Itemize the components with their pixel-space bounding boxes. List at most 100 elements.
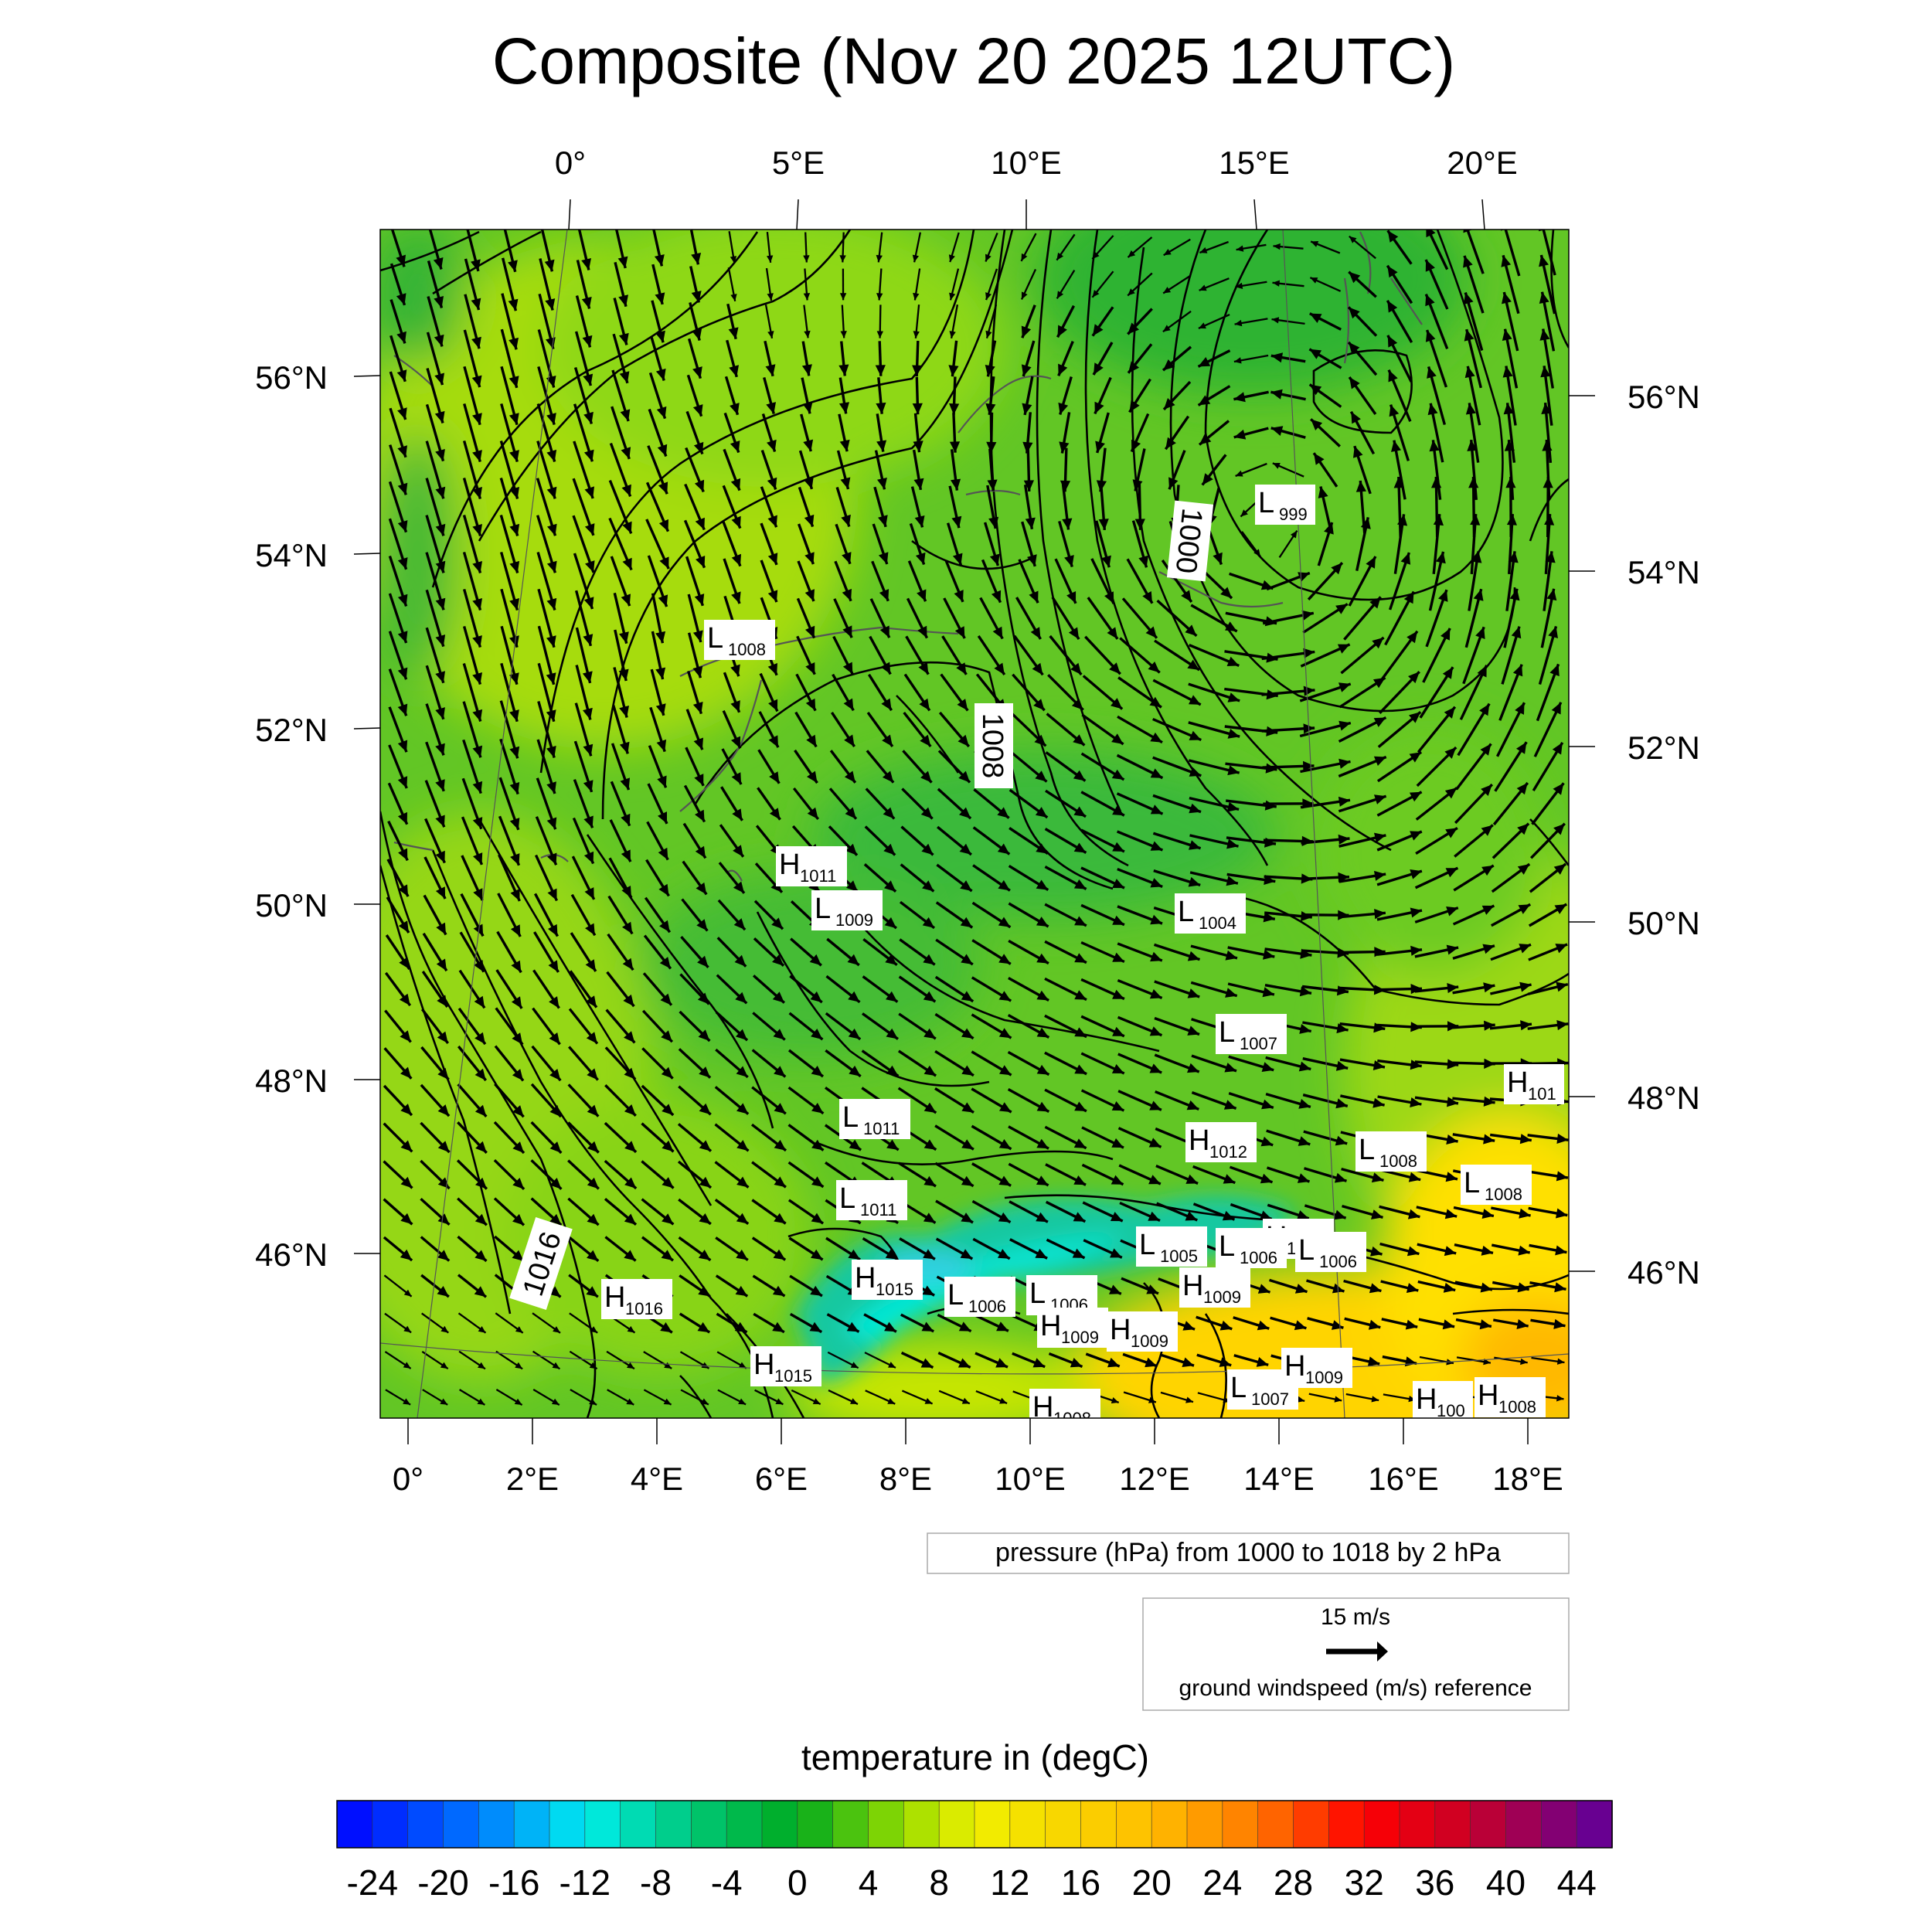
wind-arrowhead: [1036, 1175, 1049, 1185]
wind-arrowhead: [509, 376, 519, 388]
wind-arrowhead: [472, 487, 482, 499]
wind-arrowhead: [659, 556, 669, 570]
wind-arrowhead: [1501, 255, 1512, 267]
wind-arrowhead: [876, 254, 883, 263]
wind-arrowhead: [1058, 402, 1069, 415]
wind-arrowhead: [774, 1066, 786, 1077]
wind-arrowhead: [1387, 265, 1398, 278]
wind-arrowhead: [1406, 1246, 1420, 1257]
wind-arrowhead: [1150, 878, 1163, 888]
svg-text:1012: 1012: [1209, 1142, 1247, 1162]
isobar: [849, 911, 1160, 1053]
right-lat-label: 50°N: [1628, 905, 1700, 941]
wind-arrowhead: [437, 1031, 448, 1043]
high-pressure-label: H 1008: [1475, 1377, 1546, 1417]
wind-arrowhead: [879, 625, 889, 638]
wind-arrowhead: [876, 402, 886, 414]
wind-arrowhead: [1372, 1060, 1385, 1070]
wind-arrowhead: [997, 843, 1010, 855]
wind-arrowhead: [618, 332, 629, 345]
wind-arrowhead: [621, 813, 631, 826]
svg-text:H: H: [1110, 1314, 1131, 1346]
svg-text:1009: 1009: [1131, 1332, 1168, 1351]
wind-arrowhead: [772, 1321, 784, 1332]
wind-arrowhead: [692, 630, 703, 642]
wind-arrowhead: [397, 703, 408, 716]
wind-arrowhead: [1233, 429, 1247, 440]
wind-arrowhead: [1433, 514, 1444, 526]
wind-arrowhead: [1481, 784, 1492, 796]
wind-arrowhead: [662, 1140, 674, 1152]
wind-arrowhead: [839, 255, 846, 263]
wind-arrowhead: [1150, 768, 1163, 778]
wind-arrowhead: [1444, 1209, 1458, 1219]
wind-arrowhead: [1298, 1099, 1311, 1109]
wind-arrowhead: [1213, 552, 1223, 565]
wind-arrowhead: [471, 336, 481, 349]
wind-arrowhead: [842, 588, 852, 601]
wind-arrowhead: [1303, 648, 1315, 658]
wind-arrowhead: [1407, 1209, 1420, 1219]
wind-arrowhead: [879, 589, 889, 601]
wind-arrowhead: [802, 401, 813, 414]
svg-text:1006: 1006: [1319, 1252, 1357, 1271]
wind-arrowhead: [809, 1321, 822, 1332]
low-pressure-label: L 1008: [1461, 1165, 1532, 1205]
wind-arrowhead: [624, 1177, 637, 1189]
wind-arrowhead: [1545, 551, 1556, 563]
wind-arrowhead: [1408, 672, 1420, 684]
wind-arrowhead: [1502, 292, 1512, 304]
wind-arrowhead: [403, 1325, 412, 1333]
wind-arrowhead: [1349, 236, 1357, 243]
colorbar-tick-labels: -24 -20 -16 -12 -8 -4 0 4 8 12 16 20 24 28 32 36 40 44: [347, 1862, 1597, 1903]
colorbar-swatch: [1434, 1800, 1471, 1849]
wind-arrowhead: [691, 253, 702, 265]
wind-arrowhead: [1410, 907, 1422, 918]
wind-arrowhead: [811, 1213, 824, 1224]
wind-arrowhead: [1410, 831, 1422, 841]
wind-arrowhead: [1447, 1059, 1459, 1070]
wind-arrowhead: [771, 917, 783, 930]
wind-arrowhead: [924, 1398, 933, 1404]
wind-arrowhead: [1185, 1174, 1199, 1184]
wind-arrowhead: [1073, 1212, 1086, 1222]
wind-arrowhead: [878, 515, 888, 527]
svg-text:1008: 1008: [976, 713, 1009, 779]
wind-arrowhead: [917, 589, 927, 602]
svg-text:101: 101: [1528, 1084, 1556, 1104]
wind-arrowhead: [1481, 865, 1494, 876]
wind-arrowhead: [549, 1105, 561, 1117]
wind-arrowhead: [995, 1358, 1008, 1368]
wind-arrowhead: [1297, 1396, 1305, 1403]
wind-arrowhead: [1479, 1319, 1492, 1330]
wind-arrowhead: [1372, 678, 1386, 689]
colorbar-swatch: [1186, 1800, 1223, 1849]
wind-arrowhead: [581, 258, 591, 270]
svg-text:1008: 1008: [1053, 1409, 1091, 1428]
lat-line-45n: [380, 1342, 1569, 1375]
wind-arrowhead: [583, 780, 594, 792]
svg-text:100: 100: [1437, 1401, 1465, 1420]
wind-arrowhead: [1539, 291, 1549, 304]
wind-arrowhead: [1519, 1134, 1532, 1145]
wind-arrowhead: [546, 746, 556, 758]
wind-arrowhead: [1148, 1138, 1162, 1148]
wind-arrowhead: [617, 256, 628, 268]
wind-arrowhead: [1518, 904, 1531, 914]
wind-arrowhead: [1338, 758, 1351, 769]
low-pressure-label: L 1007: [1227, 1369, 1298, 1410]
wind-arrowhead: [998, 991, 1012, 1002]
low-pressure-label: L 1006: [944, 1277, 1015, 1317]
wind-arrowhead: [1477, 665, 1487, 678]
svg-text:999: 999: [1279, 505, 1308, 524]
wind-arrowhead: [662, 1104, 674, 1115]
wind-arrowhead: [954, 626, 965, 638]
wind-arrowhead: [847, 954, 859, 965]
wind-arrowhead: [1374, 794, 1386, 804]
wind-arrowhead: [622, 557, 632, 570]
wind-arrowhead: [546, 486, 557, 499]
wind-arrowhead: [544, 259, 555, 272]
wind-arrowhead: [767, 553, 778, 565]
colorbar-tick-label: -16: [488, 1862, 539, 1903]
wind-arrowhead: [472, 745, 483, 758]
